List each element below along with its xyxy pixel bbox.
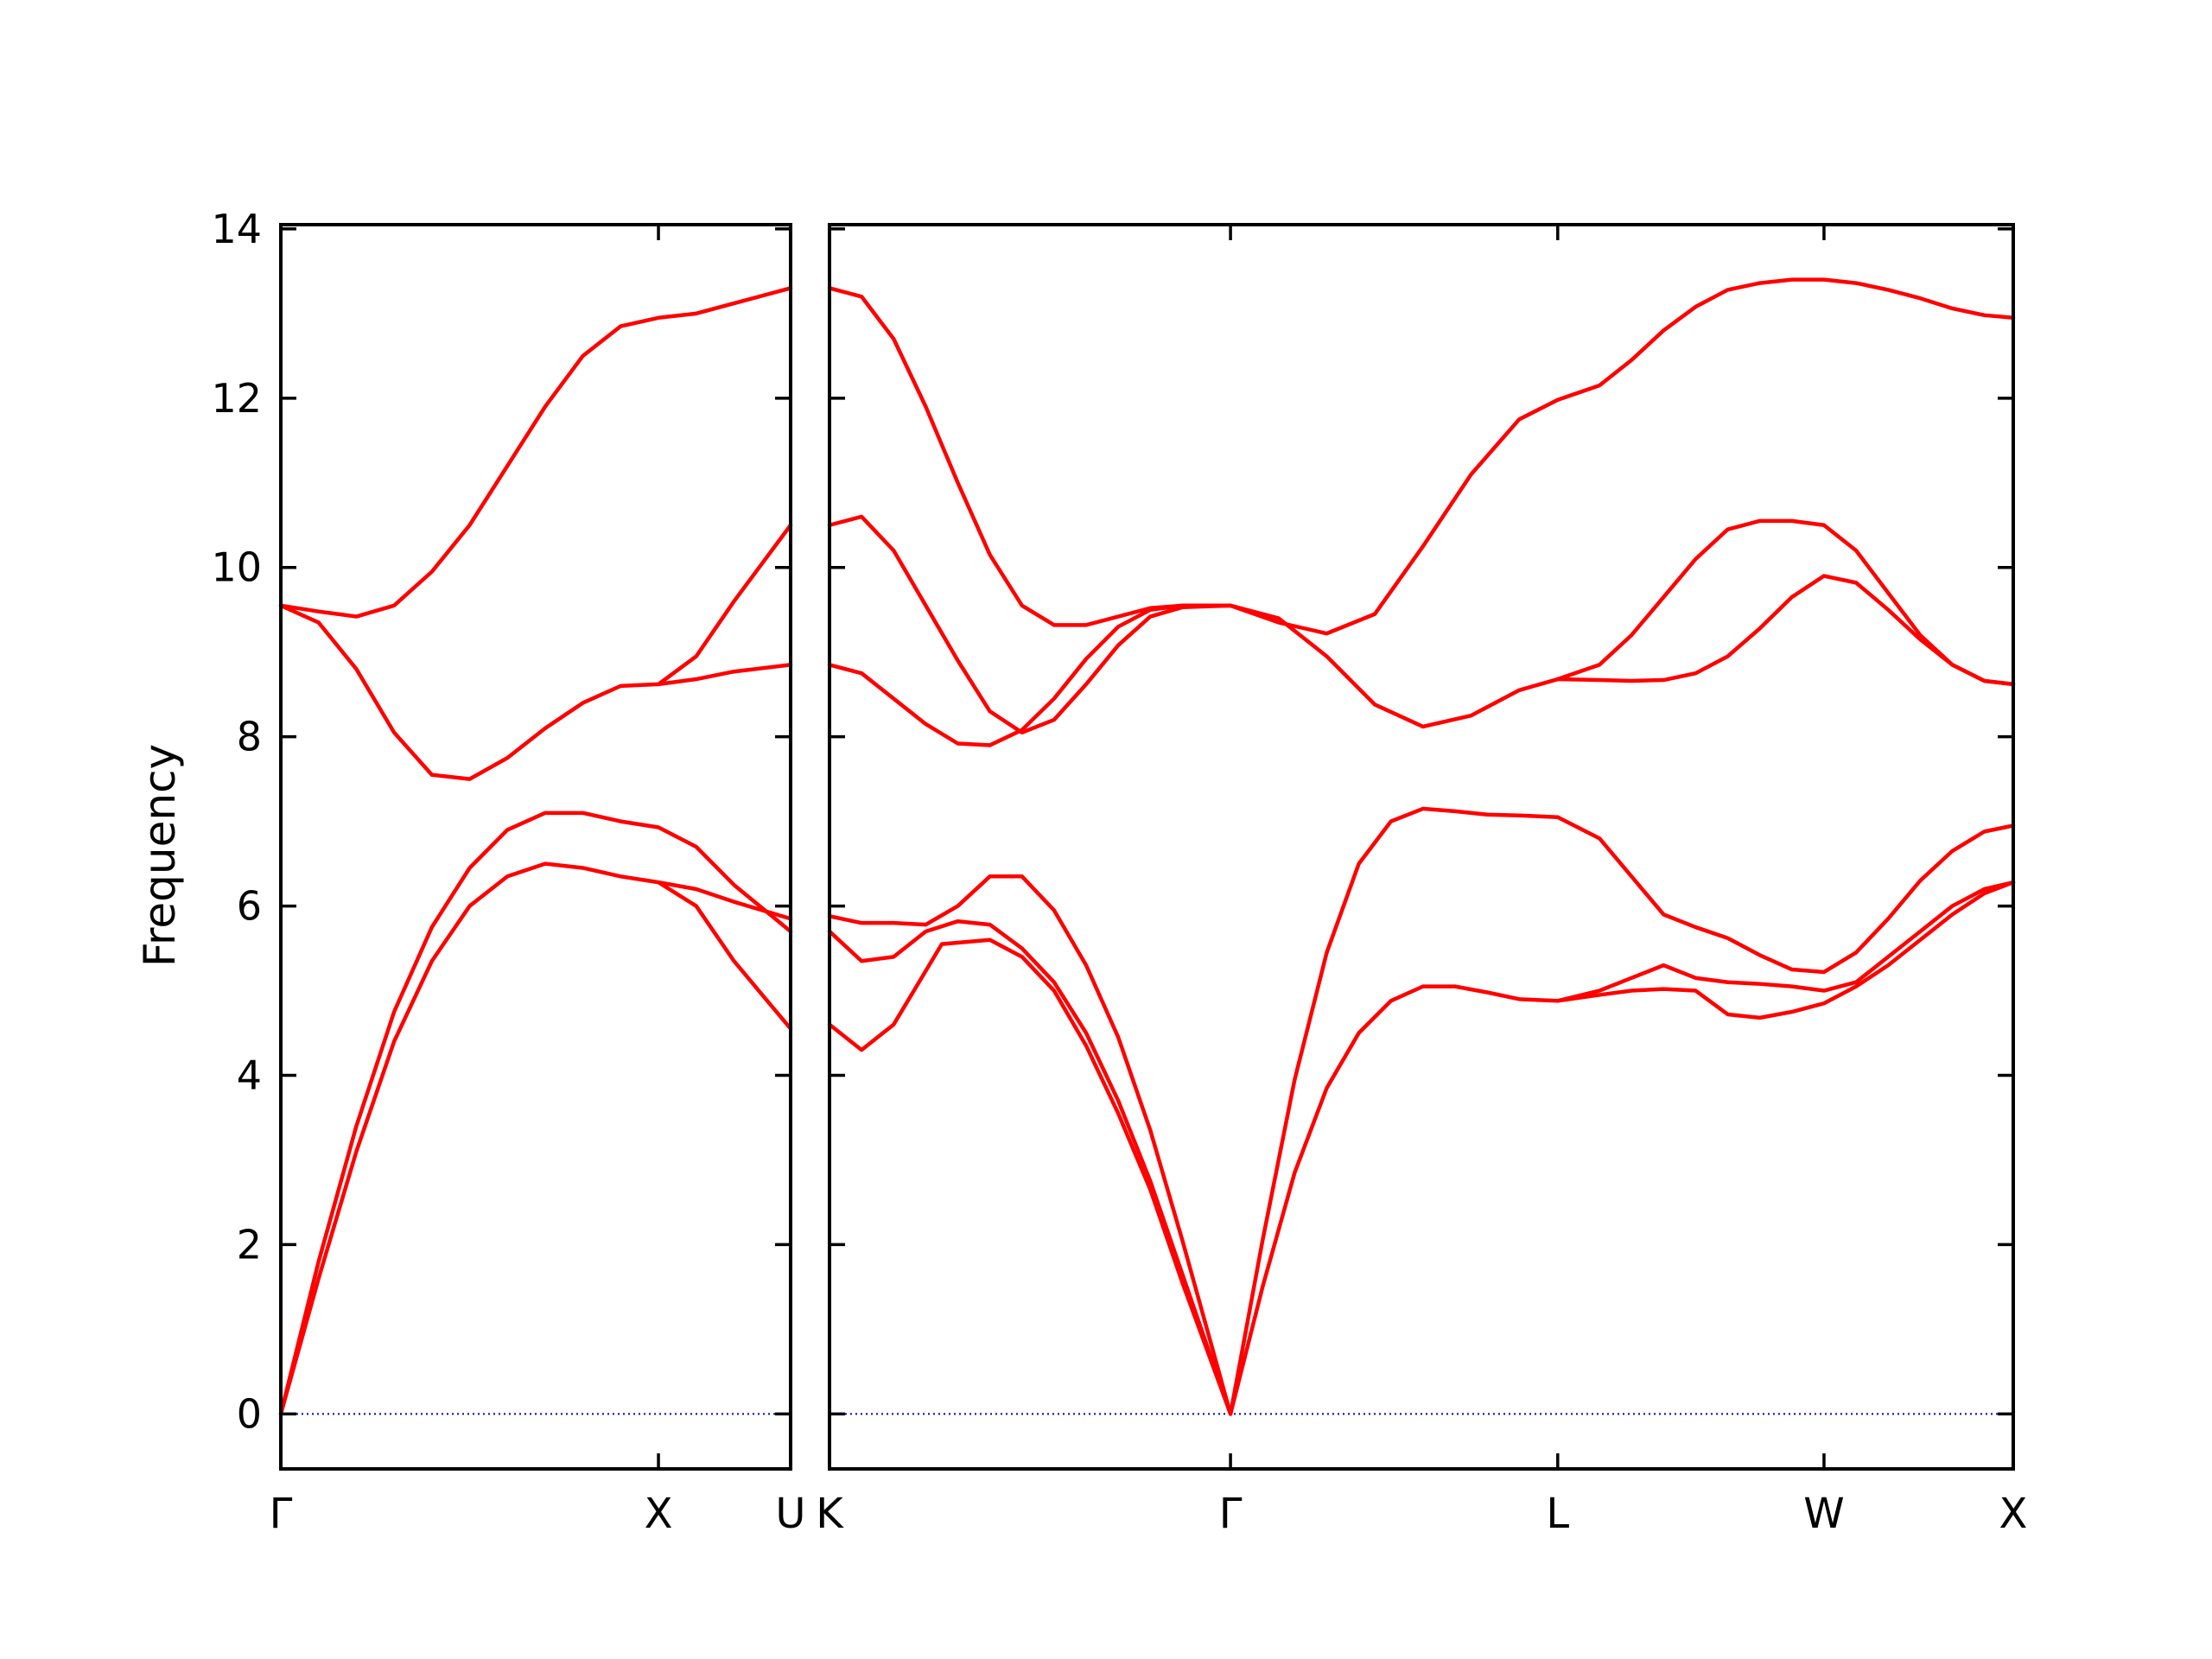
y-tick-label: 4 bbox=[237, 1052, 262, 1098]
y-axis-label: Frequency bbox=[135, 744, 185, 967]
band-line-5 bbox=[656, 523, 793, 687]
y-tick-label: 12 bbox=[211, 375, 262, 422]
y-tick-label: 14 bbox=[211, 206, 262, 252]
panel-frame bbox=[828, 223, 2015, 1471]
band-line-2 bbox=[827, 918, 1233, 1416]
band-line-4 bbox=[278, 603, 793, 781]
band-line-7 bbox=[1228, 984, 1560, 1416]
band-line-2 bbox=[278, 810, 793, 1416]
band-line-4 bbox=[827, 603, 1233, 747]
y-tick-label: 10 bbox=[211, 544, 262, 591]
band-line-5 bbox=[827, 514, 1233, 735]
high-symmetry-label: Γ bbox=[1219, 1490, 1243, 1538]
panel-gamma-x-u: 0 2 4 6 8 10 12 14 Γ X U bbox=[211, 206, 805, 1538]
high-symmetry-label: X bbox=[1999, 1490, 2028, 1538]
high-symmetry-label: L bbox=[1546, 1490, 1569, 1538]
panel-frame bbox=[279, 223, 792, 1471]
band-line-14 bbox=[1555, 574, 2016, 687]
band-line-6 bbox=[278, 286, 793, 619]
high-symmetry-label: U bbox=[775, 1490, 805, 1538]
high-symmetry-label: K bbox=[816, 1490, 844, 1538]
band-line-15 bbox=[1555, 518, 2016, 687]
band-line-1 bbox=[278, 861, 793, 1416]
band-line-8 bbox=[1228, 806, 1560, 1416]
band-line-11 bbox=[1555, 880, 2016, 1020]
high-symmetry-label: W bbox=[1803, 1490, 1844, 1538]
y-tick-label: 0 bbox=[237, 1390, 262, 1437]
high-symmetry-label: X bbox=[645, 1490, 673, 1538]
band-line-6 bbox=[827, 286, 1233, 627]
band-line-13 bbox=[1555, 815, 2016, 975]
band-line-1 bbox=[827, 938, 1233, 1416]
band-line-3 bbox=[827, 874, 1233, 1416]
band-line-3 bbox=[656, 880, 793, 1031]
panels-layer: 0 2 4 6 8 10 12 14 Γ X U K Γ L W X bbox=[211, 206, 2027, 1538]
high-symmetry-label: Γ bbox=[270, 1490, 293, 1538]
band-line-16 bbox=[1555, 277, 2016, 403]
band-line-10 bbox=[1228, 397, 1560, 636]
band-line-12 bbox=[1555, 880, 2016, 1003]
y-tick-label: 2 bbox=[237, 1221, 262, 1268]
y-tick-label: 6 bbox=[237, 883, 262, 930]
y-tick-label: 8 bbox=[237, 714, 262, 760]
